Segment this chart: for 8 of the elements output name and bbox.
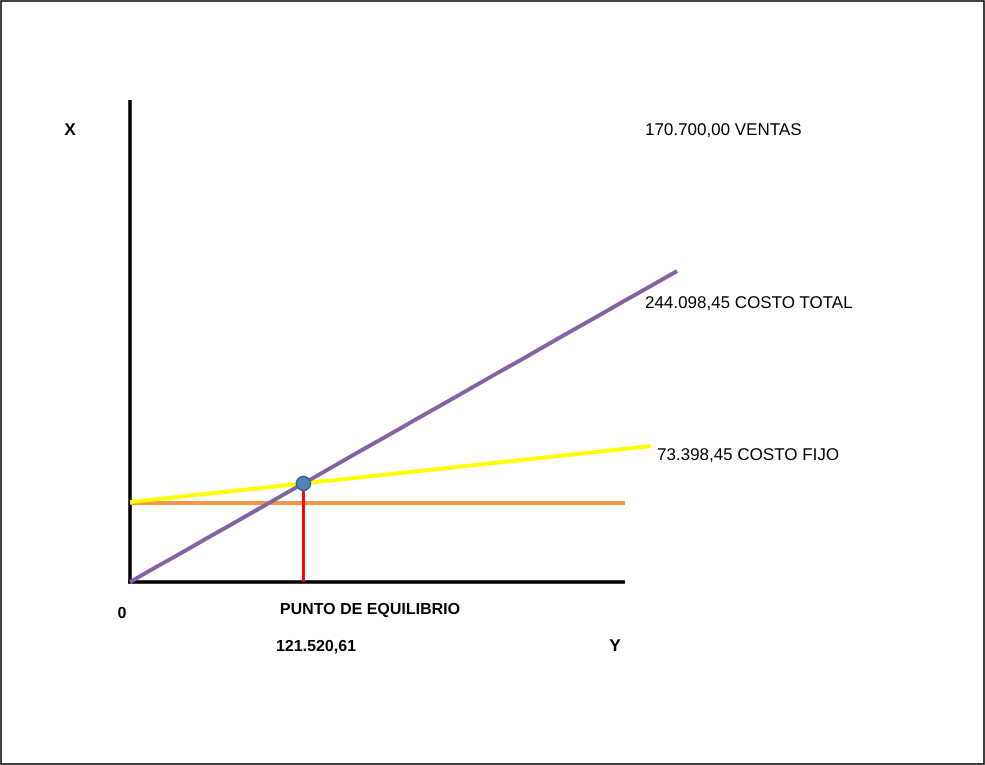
text: X bbox=[64, 120, 76, 139]
text: 0 bbox=[118, 605, 127, 622]
text: 121.520,61 bbox=[276, 638, 356, 655]
annotation: 244.098,45 COSTO TOTAL bbox=[645, 293, 853, 312]
x-axis-title: Y bbox=[609, 636, 622, 655]
text: 170.700,00 VENTAS bbox=[645, 120, 802, 139]
annotation: 73.398,45 COSTO FIJO bbox=[657, 445, 840, 464]
text: PUNTO DE EQUILIBRIO bbox=[280, 601, 460, 618]
